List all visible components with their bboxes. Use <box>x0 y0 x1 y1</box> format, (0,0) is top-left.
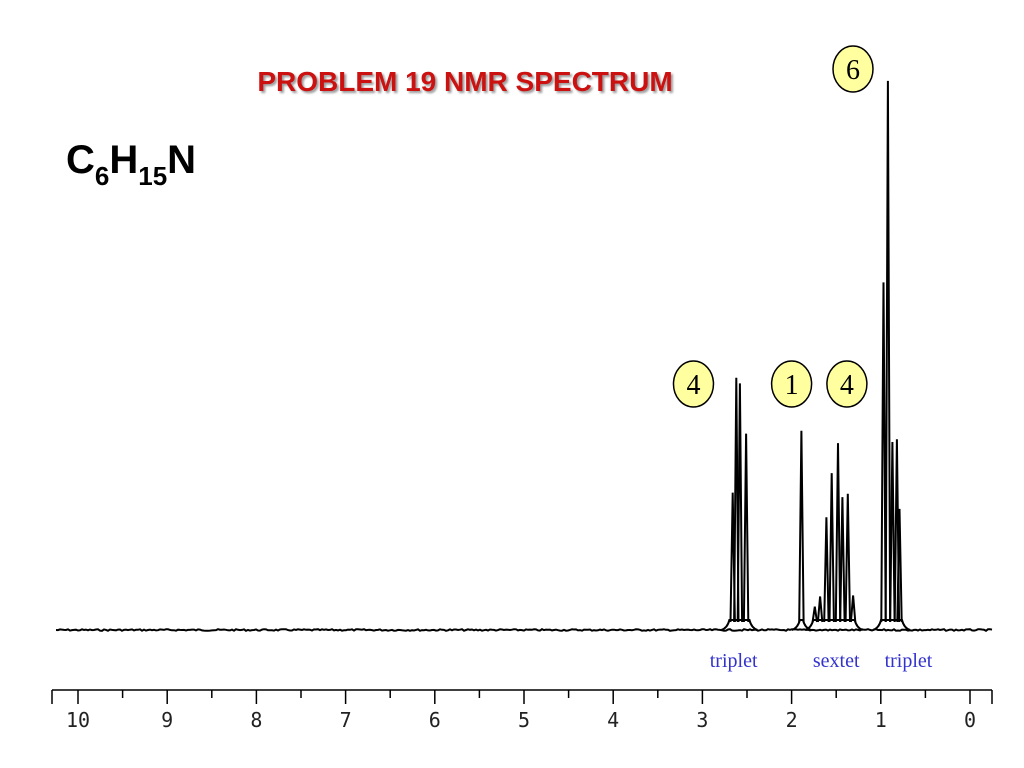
multiplicity-label: triplet <box>710 650 758 672</box>
spectrum-peak <box>816 596 824 623</box>
x-tick-label: 2 <box>786 708 798 732</box>
integration-badge: 4 <box>826 360 868 408</box>
molecular-formula: C6H15N <box>66 138 196 192</box>
integration-badge-oval <box>826 360 868 408</box>
spectrum-peak <box>844 493 851 623</box>
integration-badge-oval <box>770 360 813 408</box>
spectrum-peak <box>736 383 744 623</box>
formula-hydrogen-count: 15 <box>138 161 168 191</box>
integration-badge: 4 <box>672 360 715 408</box>
multiplicity-label: sextet <box>813 650 860 672</box>
spectrum-peak <box>828 473 835 623</box>
x-tick-label: 3 <box>696 708 708 732</box>
formula-carbon-count: 6 <box>94 161 110 191</box>
spectrum-peak-layer <box>729 80 903 623</box>
spectrum-peak <box>798 430 805 623</box>
ppm-axis: 10 9 8 7 6 5 4 3 2 1 0 <box>51 689 993 732</box>
integration-badge-layer: 4 1 4 6 <box>672 45 874 408</box>
x-tick-label: 8 <box>250 708 262 732</box>
spectrum-peak <box>834 443 842 623</box>
x-tick-label: 9 <box>161 708 173 732</box>
spectrum-baseline <box>55 628 993 632</box>
multiplicity-label: triplet <box>885 650 933 672</box>
chart-title: PROBLEM 19 NMR SPECTRUM <box>257 66 673 97</box>
x-tick-label: 1 <box>875 708 887 732</box>
integration-badge: 1 <box>770 360 813 408</box>
spectrum-peak <box>884 80 892 623</box>
integration-badge: 6 <box>832 45 874 93</box>
spectrum-peak <box>849 595 857 623</box>
integration-value: 1 <box>785 370 799 401</box>
spectrum-peak <box>896 508 903 623</box>
x-tick-label: 6 <box>429 708 441 732</box>
formula-carbon: C <box>66 138 95 182</box>
integration-badge-oval <box>672 360 715 408</box>
x-tick-label: 5 <box>518 708 530 732</box>
x-tick-label: 4 <box>607 708 619 732</box>
spectrum-peak <box>811 606 818 623</box>
integration-value: 4 <box>840 370 854 401</box>
x-tick-label: 7 <box>340 708 352 732</box>
multiplicity-annotation-layer: triplet sextet triplet <box>710 650 933 672</box>
formula-nitrogen: N <box>167 138 197 182</box>
peak-cluster-base <box>872 619 911 631</box>
spectrum-peak <box>880 282 887 623</box>
spectrum-peak <box>889 441 896 623</box>
x-tick-label: 10 <box>66 708 90 732</box>
integration-badge-oval <box>832 45 874 93</box>
spectrum-peak <box>839 497 846 623</box>
integration-value: 6 <box>846 55 860 86</box>
integration-value: 4 <box>686 370 700 401</box>
spectrum-peak <box>823 517 830 623</box>
x-tick-label: 0 <box>964 708 976 732</box>
spectrum-peak <box>742 433 750 623</box>
formula-hydrogen: H <box>109 138 139 182</box>
